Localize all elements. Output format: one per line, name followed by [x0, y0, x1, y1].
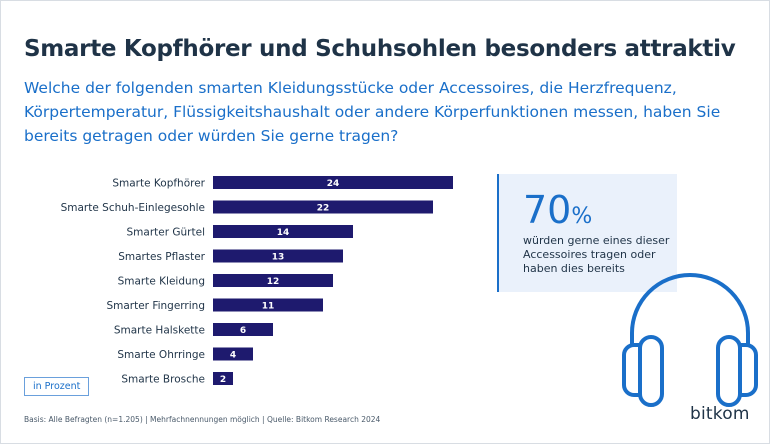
data-label: 22	[317, 204, 330, 214]
bar	[213, 347, 253, 361]
data-label: 13	[272, 253, 285, 263]
unit-label: in Prozent	[24, 377, 90, 396]
callout-text: würden gerne eines dieser Accessoires tr…	[523, 234, 670, 275]
callout-box: 70% würden gerne eines dieser Accessoire…	[497, 174, 677, 292]
bar	[213, 200, 433, 214]
category-label: Smarte Brosche	[121, 374, 205, 386]
bar	[213, 274, 333, 287]
bar	[213, 249, 343, 263]
data-label: 4	[230, 351, 236, 361]
data-label: 14	[277, 228, 290, 238]
category-label: Smarte Kleidung	[118, 276, 205, 288]
category-label: Smarter Fingerring	[106, 300, 205, 312]
chart-subtitle: Welche der folgenden smarten Kleidungsst…	[24, 79, 721, 145]
category-label: Smartes Pflaster	[118, 251, 205, 263]
brand-logo: bitkom	[690, 404, 750, 424]
chart-title: Smarte Kopfhörer und Schuhsohlen besonde…	[24, 36, 736, 62]
bar	[213, 372, 233, 385]
callout-number: 70	[523, 188, 572, 232]
category-label: Smarte Schuh-Einlegesohle	[61, 202, 205, 214]
data-label: 24	[327, 179, 340, 189]
category-label: Smarte Kopfhörer	[112, 178, 205, 190]
source-footnote: Basis: Alle Befragten (n=1.205) | Mehrfa…	[24, 415, 381, 424]
data-label: 6	[240, 326, 246, 336]
headphones-icon	[622, 273, 758, 407]
category-label: Smarter Gürtel	[127, 227, 205, 239]
bar	[213, 176, 453, 189]
data-label: 11	[262, 302, 275, 312]
bar	[213, 298, 323, 312]
category-label: Smarte Halskette	[114, 325, 205, 337]
data-label: 2	[220, 375, 226, 385]
bar	[213, 323, 273, 336]
category-label: Smarte Ohrringe	[117, 349, 205, 361]
data-label: 12	[267, 277, 280, 287]
callout-unit: %	[571, 204, 593, 229]
callout-value: 70%	[523, 188, 592, 232]
bar	[213, 225, 353, 238]
